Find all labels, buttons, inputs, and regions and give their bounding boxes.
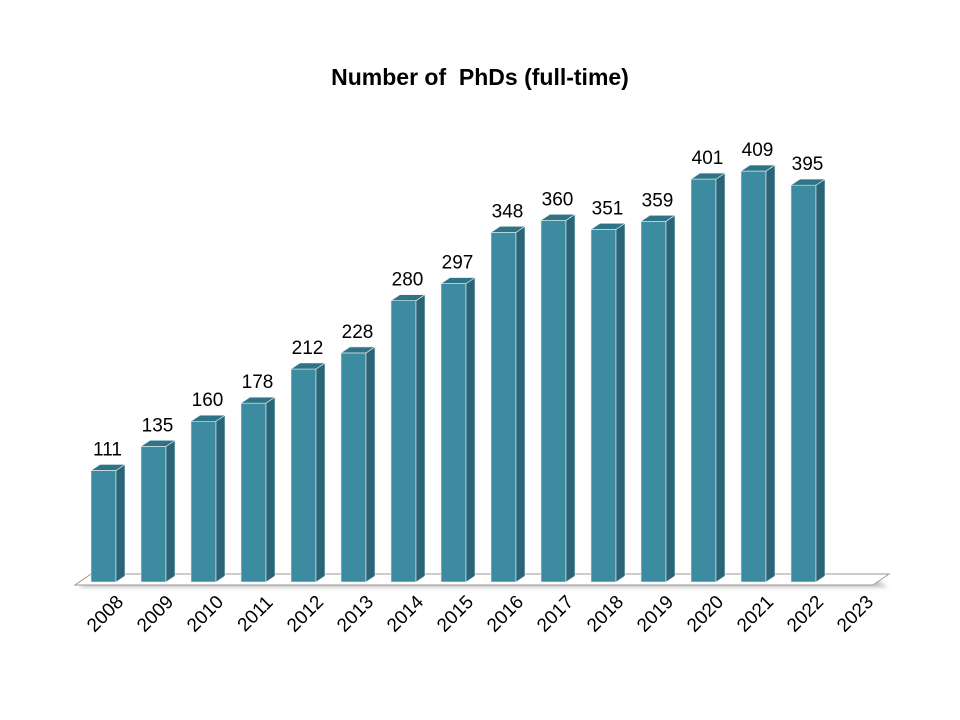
tick-label-2020: 2020 xyxy=(683,592,728,637)
data-label-2015: 297 xyxy=(442,253,474,274)
tick-label-2017: 2017 xyxy=(533,592,578,637)
data-label-2020: 401 xyxy=(692,148,724,169)
bar-top xyxy=(240,396,276,404)
bar-side xyxy=(765,164,776,583)
data-label-2011: 178 xyxy=(242,372,274,393)
data-label-2008: 111 xyxy=(93,439,122,460)
bar-side xyxy=(165,439,176,583)
chart-floor xyxy=(73,573,891,587)
bar-top xyxy=(440,277,476,284)
bar-top xyxy=(390,294,426,301)
bar-front xyxy=(240,402,267,583)
bar-top xyxy=(140,440,176,447)
bar-side xyxy=(565,213,576,583)
bar-front xyxy=(340,352,367,583)
bar-2019 xyxy=(640,214,676,583)
bar-top xyxy=(90,464,126,471)
bar-2008 xyxy=(90,463,126,583)
bar-top xyxy=(640,214,676,222)
bar-top xyxy=(690,172,726,180)
tick-label-2012: 2012 xyxy=(283,592,328,637)
data-label-2014: 280 xyxy=(392,270,424,291)
bar-front xyxy=(690,178,717,583)
bar-front xyxy=(390,300,417,583)
tick-label-2023: 2023 xyxy=(833,592,878,637)
tick-label-2010: 2010 xyxy=(183,592,228,637)
bar-front xyxy=(190,420,217,583)
tick-label-2016: 2016 xyxy=(483,592,528,637)
bar-top xyxy=(540,213,576,221)
bar-2016 xyxy=(490,225,526,583)
bar-front xyxy=(440,283,467,583)
data-label-2013: 228 xyxy=(342,322,374,343)
bar-front xyxy=(140,446,167,583)
bar-top xyxy=(790,178,826,186)
tick-label-2011: 2011 xyxy=(234,592,278,636)
bar-side xyxy=(665,214,676,583)
bar-front xyxy=(540,219,567,583)
data-label-2021: 409 xyxy=(742,140,774,161)
tick-label-2022: 2022 xyxy=(783,592,828,637)
tick-label-2008: 2008 xyxy=(83,592,128,637)
bar-front xyxy=(740,170,767,583)
bar-side xyxy=(265,396,276,583)
bar-side xyxy=(315,362,326,583)
data-label-2012: 212 xyxy=(292,338,324,359)
tick-label-2019: 2019 xyxy=(633,592,678,637)
bar-2014 xyxy=(390,294,426,583)
bar-2010 xyxy=(190,414,226,583)
bar-2015 xyxy=(440,277,476,583)
data-label-2017: 360 xyxy=(542,189,574,210)
data-label-2019: 359 xyxy=(642,190,674,211)
bar-2020 xyxy=(690,172,726,583)
bar-2017 xyxy=(540,213,576,583)
bar-2022 xyxy=(790,178,826,583)
tick-label-2013: 2013 xyxy=(333,592,378,637)
bars xyxy=(90,164,826,583)
tick-label-2021: 2021 xyxy=(733,592,778,637)
data-label-2010: 160 xyxy=(192,390,224,411)
bar-side xyxy=(815,178,826,583)
floor-plane xyxy=(73,573,891,586)
bar-side xyxy=(715,172,726,583)
bar-front xyxy=(90,470,117,583)
bar-front xyxy=(590,229,617,583)
bar-top xyxy=(290,362,326,370)
data-label-2022: 395 xyxy=(792,154,824,175)
bar-side xyxy=(615,222,626,583)
bar-top xyxy=(190,414,226,422)
bar-side xyxy=(365,346,376,583)
bar-front xyxy=(290,368,317,583)
bar-front xyxy=(490,232,517,583)
bar-top xyxy=(490,226,526,233)
bar-side xyxy=(515,225,526,583)
bar-2012 xyxy=(290,362,326,583)
bar-side xyxy=(115,463,126,583)
bar-top xyxy=(740,164,776,172)
tick-label-2009: 2009 xyxy=(133,592,178,637)
bar-front xyxy=(640,220,667,583)
tick-label-2015: 2015 xyxy=(433,592,478,637)
data-labels: 111 135 160 178 212 228 280 297 348 360 351 359 401 4… xyxy=(93,140,823,460)
data-label-2009: 135 xyxy=(142,415,174,436)
bar-front xyxy=(790,184,817,583)
x-axis-tick-labels: 2008 2009 2010 2011 2012 2013 2014 2015 2016 2017… xyxy=(83,591,878,636)
bar-top xyxy=(590,223,626,230)
bar-2021 xyxy=(740,164,776,583)
tick-label-2018: 2018 xyxy=(583,592,628,637)
data-label-2016: 348 xyxy=(492,201,524,222)
bar-2009 xyxy=(140,439,176,583)
bar-side xyxy=(215,414,226,583)
bar-side xyxy=(465,277,476,583)
data-label-2018: 351 xyxy=(592,198,624,219)
bar-2011 xyxy=(240,396,276,583)
chart-title: Number of PhDs (full-time) xyxy=(331,64,629,90)
bar-2018 xyxy=(590,222,626,583)
tick-label-2014: 2014 xyxy=(383,591,428,636)
bar-top xyxy=(340,346,376,354)
bar-2013 xyxy=(340,346,376,583)
bar-side xyxy=(415,294,426,583)
